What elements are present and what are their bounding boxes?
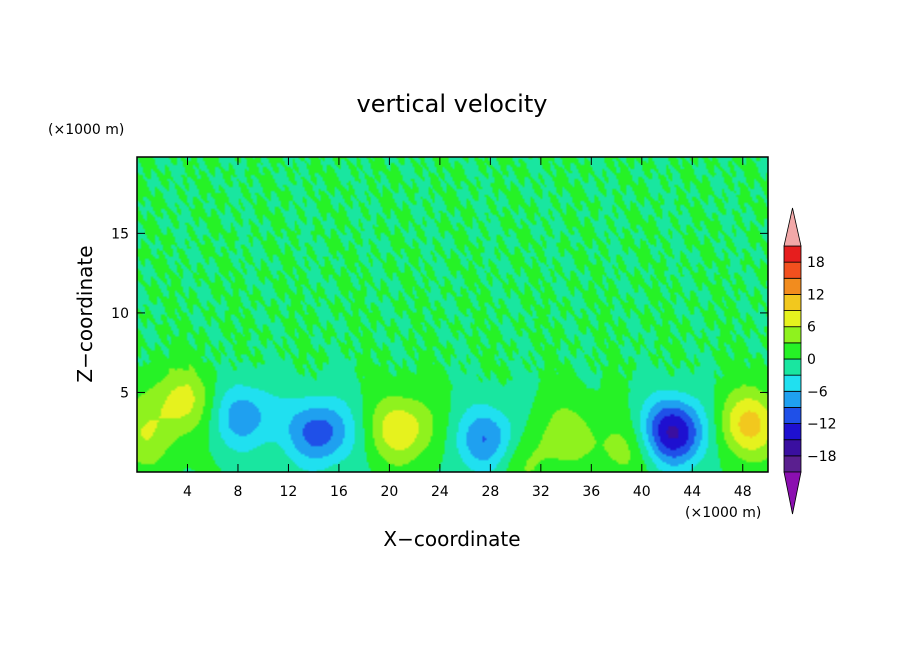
colorbar-tick-label: −6	[807, 384, 828, 400]
colorbar-over-arrow	[783, 207, 802, 247]
x-tick-label: 48	[734, 484, 752, 500]
x-tick-label: 8	[233, 484, 242, 500]
colorbar-segment	[783, 407, 802, 424]
colorbar: −18 −12 −6 0 6 12 18	[783, 207, 837, 515]
colorbar-tick-label: 6	[807, 320, 816, 336]
x-tick-label: 40	[633, 484, 651, 500]
colorbar-tick-label: 0	[807, 352, 816, 368]
x-tick-label: 32	[532, 484, 550, 500]
colorbar-segment	[783, 439, 802, 457]
plot-frame	[136, 156, 769, 473]
colorbar-under-arrow	[783, 471, 802, 515]
colorbar-segment	[783, 261, 802, 279]
colorbar-segment	[783, 455, 802, 473]
colorbar-segment	[783, 374, 802, 392]
colorbar-segment	[783, 294, 802, 311]
x-tick-label: 44	[683, 484, 701, 500]
colorbar-segment	[783, 390, 802, 408]
colorbar-tick-label: −12	[807, 417, 837, 433]
colorbar-segment	[783, 310, 802, 328]
colorbar-tick-label: −18	[807, 449, 837, 465]
x-tick-label: 28	[481, 484, 499, 500]
y-axis-title: Z−coordinate	[73, 245, 97, 382]
colorbar-tick-label: 12	[807, 287, 825, 303]
x-axis-ticks: 4 8 12 16 20 24 28 32 36 40 44 48	[183, 157, 752, 500]
x-tick-label: 20	[380, 484, 398, 500]
colorbar-segment	[783, 277, 802, 295]
y-axis-ticks: 5 10 15	[111, 226, 768, 401]
colorbar-segment	[783, 423, 802, 441]
y-unit-label: (×1000 m)	[48, 122, 124, 138]
x-tick-label: 12	[280, 484, 298, 500]
x-axis-title: X−coordinate	[383, 527, 520, 551]
contour-field	[137, 157, 768, 472]
x-tick-label: 36	[582, 484, 600, 500]
x-tick-label: 24	[431, 484, 449, 500]
colorbar-segment	[783, 245, 802, 263]
colorbar-segment	[783, 358, 802, 376]
chart-title: vertical velocity	[357, 90, 548, 118]
y-tick-label: 10	[111, 306, 129, 322]
colorbar-segment	[783, 326, 802, 344]
colorbar-tick-label: 18	[807, 255, 825, 271]
x-unit-label: (×1000 m)	[685, 505, 761, 521]
x-tick-label: 4	[183, 484, 192, 500]
y-tick-label: 5	[120, 385, 129, 401]
colorbar-segment	[783, 342, 802, 360]
y-tick-label: 15	[111, 226, 129, 242]
x-tick-label: 16	[330, 484, 348, 500]
